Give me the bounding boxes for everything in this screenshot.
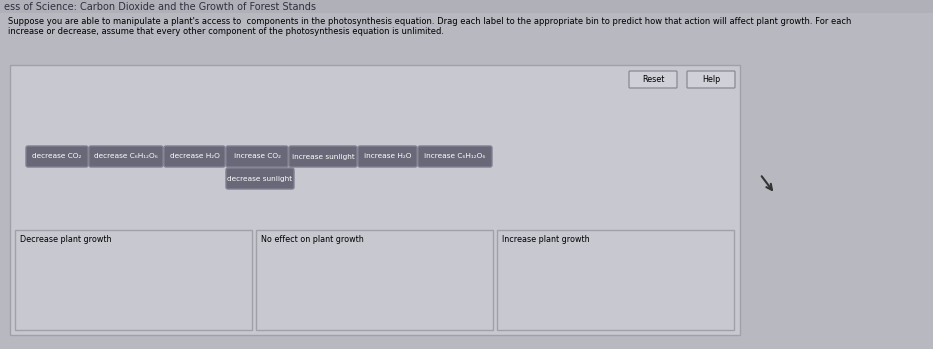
Text: Increase plant growth: Increase plant growth: [502, 235, 590, 244]
Text: Suppose you are able to manipulate a plant's access to  components in the photos: Suppose you are able to manipulate a pla…: [8, 17, 852, 26]
FancyBboxPatch shape: [687, 71, 735, 88]
Text: decrease H₂O: decrease H₂O: [170, 154, 219, 159]
FancyBboxPatch shape: [164, 146, 225, 167]
Text: Decrease plant growth: Decrease plant growth: [20, 235, 112, 244]
FancyBboxPatch shape: [10, 65, 740, 335]
Text: increase CO₂: increase CO₂: [233, 154, 281, 159]
Text: increase sunlight: increase sunlight: [292, 154, 355, 159]
Text: increase or decrease, assume that every other component of the photosynthesis eq: increase or decrease, assume that every …: [8, 27, 444, 36]
Text: decrease sunlight: decrease sunlight: [228, 176, 293, 181]
Text: increase C₆H₁₂O₆: increase C₆H₁₂O₆: [425, 154, 486, 159]
FancyBboxPatch shape: [289, 146, 357, 167]
FancyBboxPatch shape: [497, 230, 734, 330]
Text: increase H₂O: increase H₂O: [364, 154, 411, 159]
FancyBboxPatch shape: [226, 146, 288, 167]
FancyBboxPatch shape: [89, 146, 163, 167]
Text: Reset: Reset: [642, 75, 664, 84]
Text: No effect on plant growth: No effect on plant growth: [261, 235, 364, 244]
FancyBboxPatch shape: [26, 146, 88, 167]
Text: decrease C₆H₁₂O₆: decrease C₆H₁₂O₆: [94, 154, 158, 159]
FancyBboxPatch shape: [418, 146, 492, 167]
Text: decrease CO₂: decrease CO₂: [33, 154, 82, 159]
FancyBboxPatch shape: [358, 146, 417, 167]
FancyBboxPatch shape: [629, 71, 677, 88]
Text: Help: Help: [702, 75, 720, 84]
FancyBboxPatch shape: [256, 230, 493, 330]
FancyBboxPatch shape: [226, 168, 294, 189]
Text: ess of Science: Carbon Dioxide and the Growth of Forest Stands: ess of Science: Carbon Dioxide and the G…: [4, 1, 316, 12]
FancyBboxPatch shape: [0, 0, 933, 13]
FancyBboxPatch shape: [15, 230, 252, 330]
